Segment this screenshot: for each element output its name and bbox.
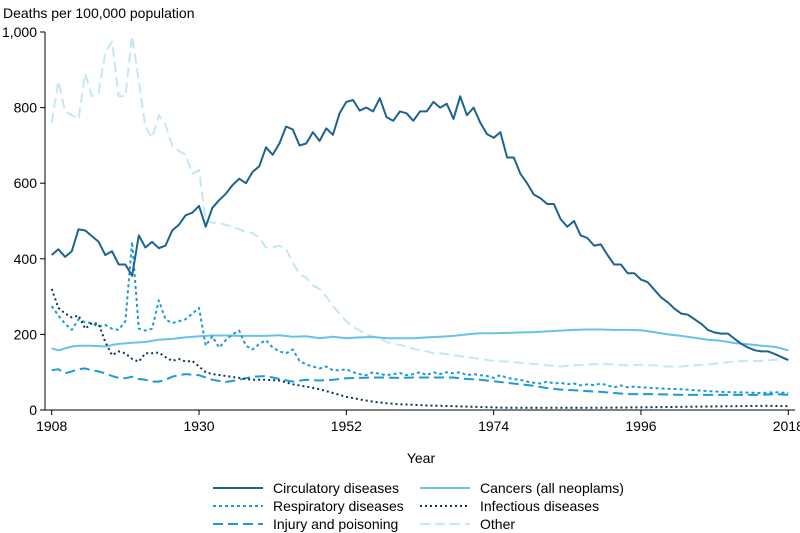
y-tick-label: 200 (14, 326, 38, 342)
x-tick-label: 1974 (478, 418, 509, 434)
x-tick-label: 1952 (331, 418, 362, 434)
series-line-circulatory-diseases (51, 95, 789, 362)
series-line-other (50, 34, 789, 368)
x-tick-label: 2018 (773, 418, 800, 434)
y-tick-label: 800 (14, 100, 38, 116)
legend-label: Circulatory diseases (273, 480, 399, 496)
legend-label: Respiratory diseases (273, 498, 404, 514)
x-tick-label: 1908 (36, 418, 67, 434)
series-line-infectious-diseases (50, 288, 789, 409)
legend-label: Cancers (all neoplams) (480, 480, 624, 496)
legend-label: Infectious diseases (480, 498, 599, 514)
y-axis-title: Deaths per 100,000 population (3, 5, 194, 21)
series-line-respiratory-diseases (50, 240, 789, 394)
x-tick-label: 1930 (183, 418, 214, 434)
series-layer (50, 34, 789, 409)
y-axis: 0 200 400 600 800 1,000 (2, 24, 46, 418)
legend: Circulatory diseases Respiratory diseases… (213, 480, 624, 532)
x-axis: 1908 1930 1952 1974 1996 2018 (36, 409, 800, 434)
y-tick-label: 1,000 (2, 24, 37, 40)
series-line-injury-and-poisoning (51, 367, 789, 396)
y-tick-label: 400 (14, 251, 38, 267)
legend-label: Injury and poisoning (273, 516, 398, 532)
x-axis-title: Year (407, 450, 436, 466)
y-tick-label: 600 (14, 175, 38, 191)
x-tick-label: 1996 (625, 418, 656, 434)
y-tick-label: 0 (29, 402, 37, 418)
series-line-cancers-all-neoplams (51, 328, 789, 352)
legend-label: Other (480, 516, 515, 532)
